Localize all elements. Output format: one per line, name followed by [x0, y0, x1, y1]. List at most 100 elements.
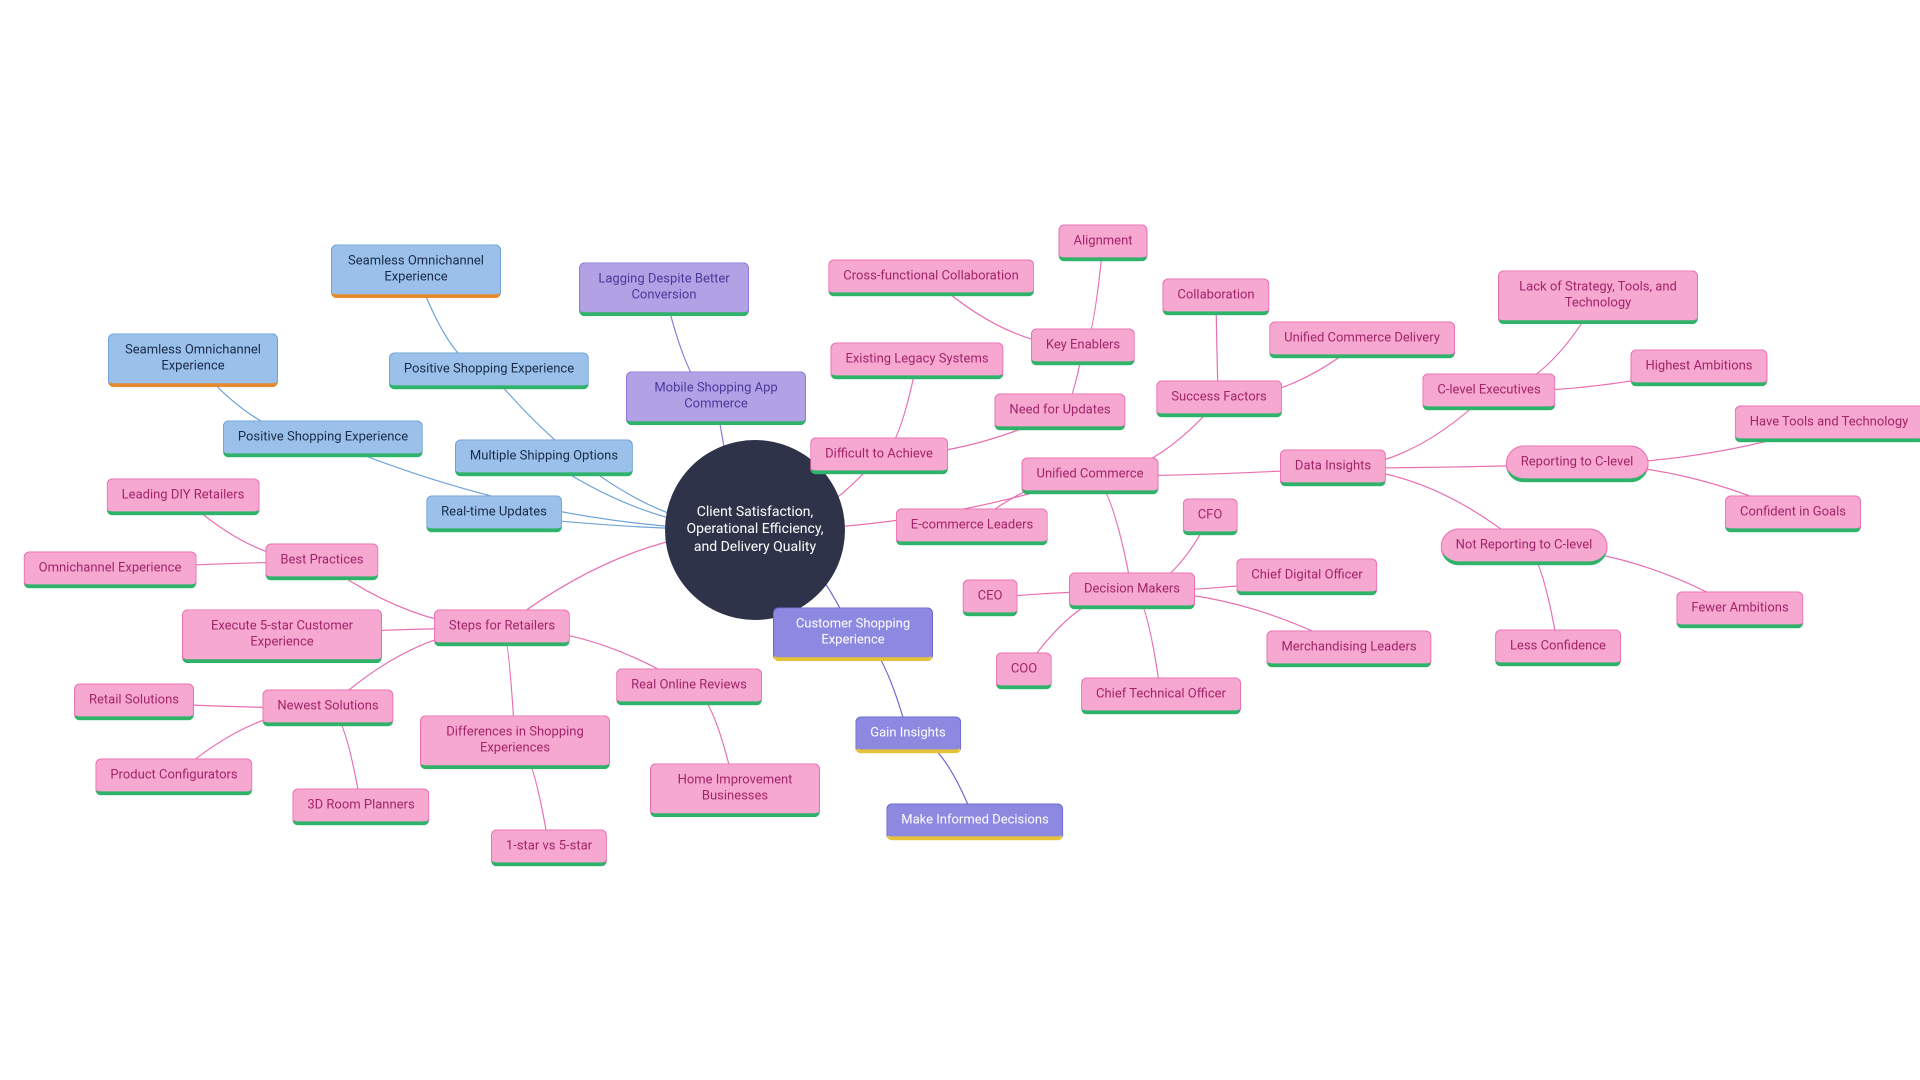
node-label: Home Improvement Businesses	[678, 772, 793, 803]
node-ml[interactable]: Merchandising Leaders	[1266, 630, 1431, 667]
node-ex5[interactable]: Execute 5-star Customer Experience	[182, 609, 382, 663]
node-ke[interactable]: Key Enablers	[1031, 328, 1135, 365]
node-label: Omnichannel Experience	[39, 560, 182, 575]
node-label: Lagging Despite Better Conversion	[598, 271, 729, 302]
node-pse1[interactable]: Positive Shopping Experience	[389, 352, 589, 389]
node-label: Unified Commerce Delivery	[1284, 330, 1440, 345]
node-mobile[interactable]: Mobile Shopping App Commerce	[626, 371, 806, 425]
node-label: Need for Updates	[1009, 402, 1110, 417]
node-d2a[interactable]: Difficult to Achieve	[810, 437, 948, 474]
node-label: Best Practices	[280, 552, 363, 567]
node-htt[interactable]: Have Tools and Technology	[1735, 405, 1920, 442]
node-label: Not Reporting to C-level	[1456, 537, 1593, 552]
node-label: Reporting to C-level	[1521, 454, 1634, 469]
node-fa[interactable]: Fewer Ambitions	[1676, 591, 1803, 628]
node-news[interactable]: Newest Solutions	[262, 689, 393, 726]
node-nrcl[interactable]: Not Reporting to C-level	[1441, 528, 1608, 565]
node-so1[interactable]: Seamless Omnichannel Experience	[331, 244, 501, 298]
node-label: Less Confidence	[1510, 638, 1606, 653]
mindmap-stage: Client Satisfaction, Operational Efficie…	[0, 0, 1920, 1080]
node-mid[interactable]: Make Informed Decisions	[886, 803, 1063, 840]
node-hib[interactable]: Home Improvement Businesses	[650, 763, 820, 817]
center-label: Client Satisfaction, Operational Efficie…	[683, 504, 827, 557]
node-lag[interactable]: Lagging Despite Better Conversion	[579, 262, 749, 316]
node-label: Highest Ambitions	[1645, 358, 1752, 373]
node-label: Mobile Shopping App Commerce	[654, 380, 777, 411]
node-coo[interactable]: COO	[996, 652, 1052, 689]
node-label: 3D Room Planners	[307, 797, 414, 812]
node-label: Positive Shopping Experience	[238, 429, 408, 444]
node-rtu[interactable]: Real-time Updates	[426, 495, 562, 532]
node-3d[interactable]: 3D Room Planners	[292, 788, 429, 825]
node-label: Newest Solutions	[277, 698, 378, 713]
node-label: CEO	[978, 588, 1003, 603]
node-label: COO	[1011, 661, 1037, 676]
node-sf[interactable]: Success Factors	[1156, 380, 1282, 417]
node-label: Steps for Retailers	[449, 618, 555, 633]
node-label: Gain Insights	[870, 725, 946, 740]
node-label: Seamless Omnichannel Experience	[348, 253, 484, 284]
node-label: Real Online Reviews	[631, 677, 747, 692]
node-dm[interactable]: Decision Makers	[1069, 572, 1195, 609]
node-label: CFO	[1198, 507, 1223, 522]
node-uc[interactable]: Unified Commerce	[1022, 457, 1159, 494]
node-label: Leading DIY Retailers	[122, 487, 245, 502]
node-label: 1-star vs 5-star	[506, 838, 592, 853]
node-ldr[interactable]: Leading DIY Retailers	[107, 478, 260, 515]
node-steps[interactable]: Steps for Retailers	[434, 609, 570, 646]
node-label: Key Enablers	[1046, 337, 1120, 352]
node-ucd[interactable]: Unified Commerce Delivery	[1269, 321, 1455, 358]
node-label: Collaboration	[1177, 287, 1254, 302]
node-label: Alignment	[1073, 233, 1132, 248]
node-xfc[interactable]: Cross-functional Collaboration	[828, 259, 1034, 296]
node-bp[interactable]: Best Practices	[265, 543, 378, 580]
node-label: Product Configurators	[110, 767, 237, 782]
node-label: Retail Solutions	[89, 692, 179, 707]
node-ceo[interactable]: CEO	[963, 579, 1018, 616]
node-lack[interactable]: Lack of Strategy, Tools, and Technology	[1498, 270, 1698, 324]
node-label: Execute 5-star Customer Experience	[211, 618, 353, 649]
node-al[interactable]: Alignment	[1058, 224, 1147, 261]
node-col[interactable]: Collaboration	[1162, 278, 1269, 315]
node-label: Positive Shopping Experience	[404, 361, 574, 376]
node-label: Make Informed Decisions	[901, 812, 1048, 827]
node-cle[interactable]: C-level Executives	[1422, 373, 1555, 410]
node-1v5[interactable]: 1-star vs 5-star	[491, 829, 607, 866]
node-ror[interactable]: Real Online Reviews	[616, 668, 762, 705]
node-ha[interactable]: Highest Ambitions	[1630, 349, 1767, 386]
node-label: Chief Digital Officer	[1251, 567, 1362, 582]
node-pse2[interactable]: Positive Shopping Experience	[223, 420, 423, 457]
node-so2[interactable]: Seamless Omnichannel Experience	[108, 333, 278, 387]
node-label: Merchandising Leaders	[1281, 639, 1416, 654]
node-label: Unified Commerce	[1037, 466, 1144, 481]
node-rcl[interactable]: Reporting to C-level	[1506, 445, 1649, 482]
node-label: Have Tools and Technology	[1750, 414, 1909, 429]
node-label: Lack of Strategy, Tools, and Technology	[1519, 279, 1677, 310]
node-cse[interactable]: Customer Shopping Experience	[773, 607, 933, 661]
node-label: Real-time Updates	[441, 504, 547, 519]
node-label: Confident in Goals	[1740, 504, 1846, 519]
node-di[interactable]: Data Insights	[1280, 449, 1386, 486]
node-mso[interactable]: Multiple Shipping Options	[455, 439, 633, 476]
node-gi[interactable]: Gain Insights	[855, 716, 961, 753]
node-rsol[interactable]: Retail Solutions	[74, 683, 194, 720]
node-cfo[interactable]: CFO	[1183, 498, 1238, 535]
node-label: Differences in Shopping Experiences	[446, 724, 584, 755]
node-cg[interactable]: Confident in Goals	[1725, 495, 1861, 532]
node-nfu[interactable]: Need for Updates	[994, 393, 1125, 430]
node-label: Customer Shopping Experience	[796, 616, 910, 647]
node-diff[interactable]: Differences in Shopping Experiences	[420, 715, 610, 769]
node-lc[interactable]: Less Confidence	[1495, 629, 1621, 666]
node-label: Existing Legacy Systems	[845, 351, 988, 366]
node-label: Chief Technical Officer	[1096, 686, 1226, 701]
node-label: Data Insights	[1295, 458, 1371, 473]
node-cto[interactable]: Chief Technical Officer	[1081, 677, 1241, 714]
node-pcfg[interactable]: Product Configurators	[95, 758, 252, 795]
node-oce[interactable]: Omnichannel Experience	[24, 551, 197, 588]
node-ecl[interactable]: E-commerce Leaders	[896, 508, 1048, 545]
node-label: Difficult to Achieve	[825, 446, 933, 461]
node-els[interactable]: Existing Legacy Systems	[830, 342, 1003, 379]
node-label: Seamless Omnichannel Experience	[125, 342, 261, 373]
node-label: C-level Executives	[1437, 382, 1540, 397]
node-cdo[interactable]: Chief Digital Officer	[1236, 558, 1377, 595]
